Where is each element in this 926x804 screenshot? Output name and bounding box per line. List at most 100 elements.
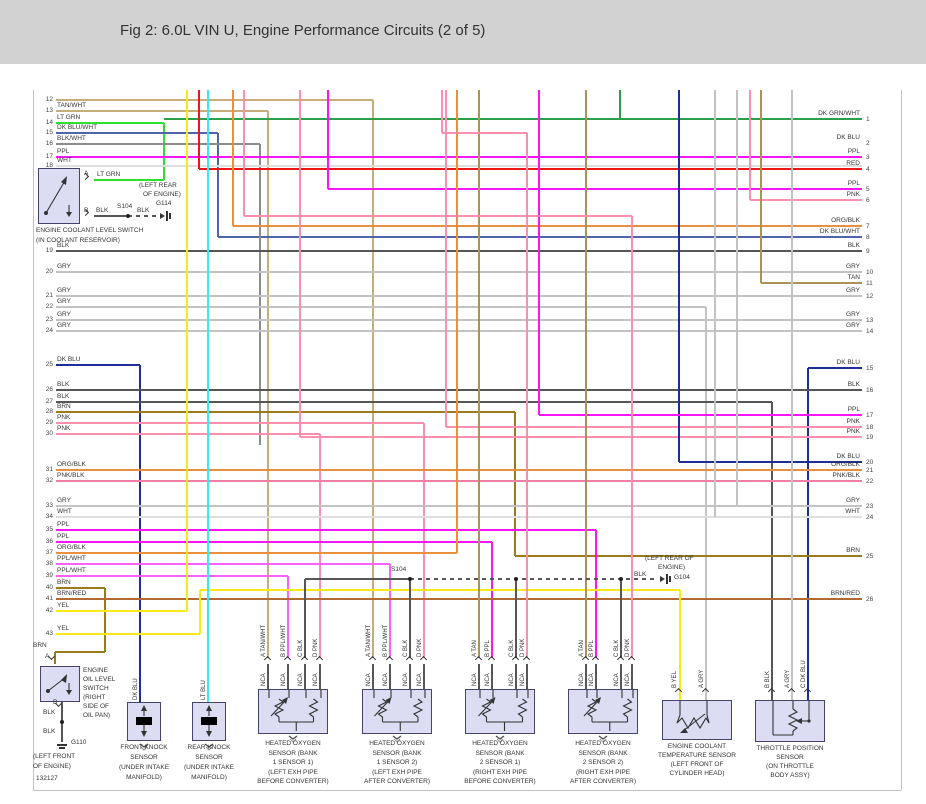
diagram-label: (LEFT REAR OF	[645, 555, 694, 562]
wire-ppl	[327, 90, 329, 189]
wire-brn	[56, 587, 105, 589]
wire-blk-wht	[259, 144, 261, 445]
left-wire-label: GRY	[57, 263, 71, 270]
pin-label-a: A TAN/WHT	[366, 624, 372, 657]
wire-yel	[186, 90, 188, 611]
right-wire-label: DK GRN/WHT	[818, 110, 860, 117]
pin-nca-label: NCA	[579, 673, 585, 686]
diagram-label: S104	[391, 566, 407, 573]
wire-ppl	[328, 188, 862, 190]
component-caption: HEATED OXYGEN	[369, 740, 425, 747]
pin-connector-icon	[385, 655, 394, 664]
component-caption: 2 SENSOR 1)	[479, 759, 521, 766]
diagram-label: OF ENGINE)	[33, 763, 71, 770]
pin-nca-label: NCA	[261, 673, 267, 686]
pin-stub-wire	[526, 664, 528, 689]
diagram-label: B	[53, 699, 58, 706]
left-wire-number: 16	[45, 140, 53, 147]
pin-nca-label: NCA	[417, 673, 423, 686]
pin-connector-icon	[787, 687, 796, 696]
pin-stub-wire	[319, 664, 321, 689]
left-wire-label: BLK/WHT	[57, 135, 86, 142]
diagram-label: ENGINE)	[658, 564, 686, 571]
chassis-ground-icon	[288, 735, 298, 744]
pin-label-c: C DK BLU	[801, 660, 807, 688]
pin-connector-icon	[474, 655, 483, 664]
left-wire-label: WHT	[57, 508, 72, 515]
wire-blk	[128, 215, 158, 217]
left-wire-number: 22	[45, 303, 53, 310]
component-caption: SENSOR	[130, 754, 158, 761]
wire-yel	[200, 589, 680, 591]
wire-dk-grn-wht	[164, 118, 862, 120]
wire-brn	[104, 588, 106, 652]
ground-pin-icon	[666, 574, 668, 584]
wire-pnk	[56, 422, 424, 424]
wire-pnk	[56, 433, 320, 435]
wire-pnk	[319, 434, 321, 658]
wire-blk	[56, 250, 862, 252]
left-wire-number: 41	[45, 595, 53, 602]
wire-brn-red	[56, 598, 862, 600]
wire-brn	[56, 411, 515, 413]
pin-label-d: D PNK	[313, 638, 319, 657]
component-box-ho2s-bank2-sensor1	[465, 689, 535, 734]
left-wire-number: 27	[45, 398, 53, 405]
pin-connector-icon	[701, 687, 710, 696]
component-caption: HEATED OXYGEN	[575, 740, 631, 747]
figure-title: Fig 2: 6.0L VIN U, Engine Performance Ci…	[120, 22, 486, 39]
component-caption: 1 SENSOR 1)	[272, 759, 314, 766]
right-wire-number: 13	[866, 317, 874, 324]
wire-pnk	[445, 90, 447, 427]
pin-label-a: A GRY	[785, 669, 791, 688]
pin-label-a: A TAN	[472, 640, 478, 657]
pin-label-b: B YEL	[672, 671, 678, 688]
wire-dk-blu	[56, 364, 140, 366]
right-wire-number: 12	[866, 293, 874, 300]
wire-ppl	[539, 414, 862, 416]
right-wire-number: 6	[866, 197, 870, 204]
pin-nca-label: NCA	[472, 673, 478, 686]
pin-connector-icon	[767, 687, 776, 696]
wire-blk	[410, 578, 658, 580]
wire-gry	[705, 307, 707, 700]
right-wire-number: 10	[866, 269, 874, 276]
wire-yel	[56, 633, 200, 635]
left-wire-number: 40	[45, 584, 53, 591]
wire-tan	[585, 90, 587, 658]
wire-yel	[56, 610, 187, 612]
diagram-label: BLK	[634, 571, 647, 578]
left-wire-label: BLK	[57, 381, 70, 388]
right-wire-label: DK BLU	[836, 453, 860, 460]
ground-pin-icon	[169, 213, 171, 219]
left-wire-label: YEL	[57, 602, 70, 609]
component-caption: SENSOR (BANK	[475, 749, 525, 757]
component-caption: SENSOR	[195, 754, 223, 761]
component-caption: HEATED OXYGEN	[265, 740, 321, 747]
wire-pnk	[299, 90, 301, 437]
component-caption: 1 SENSOR 2)	[376, 759, 418, 766]
wire-blk	[56, 401, 772, 403]
component-caption: HEATED OXYGEN	[472, 740, 528, 747]
component-caption: MANIFOLD)	[126, 774, 162, 781]
left-wire-number: 24	[45, 327, 53, 334]
wire-lt-grn	[94, 179, 164, 181]
pin-stub-wire	[620, 664, 622, 689]
wire-tan	[478, 90, 480, 658]
component-box-front-knock-sensor	[127, 702, 161, 741]
right-wire-label: RED	[846, 160, 860, 167]
component-caption: BEFORE CONVERTER)	[257, 778, 329, 785]
wire-brn	[514, 412, 516, 556]
right-wire-label: GRY	[846, 287, 860, 294]
wire-dk-blu	[808, 367, 862, 369]
right-wire-label: WHT	[845, 508, 860, 515]
wire-pnk	[750, 199, 862, 201]
diagram-label: B	[84, 207, 89, 214]
component-box-ho2s-bank1-sensor1	[258, 689, 328, 734]
right-wire-label: TAN	[847, 274, 860, 281]
pin-stub-wire	[287, 664, 289, 689]
diagram-label: A	[84, 170, 89, 177]
right-wire-number: 16	[866, 387, 874, 394]
left-wire-number: 15	[45, 129, 53, 136]
right-wire-number: 21	[866, 467, 874, 474]
